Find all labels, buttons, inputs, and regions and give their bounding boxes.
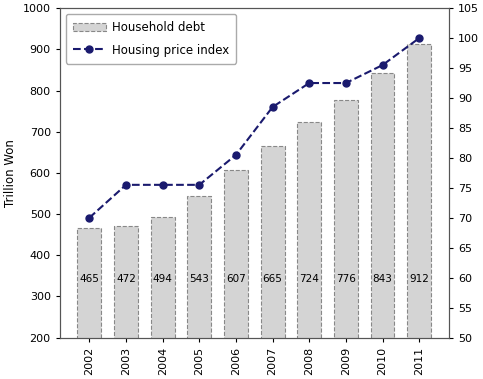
Text: 665: 665 (263, 274, 283, 284)
Bar (298, 122, 321, 379)
Legend: Household debt, Housing price index: Household debt, Housing price index (66, 14, 236, 64)
Bar (151, 216, 174, 379)
Text: 843: 843 (372, 274, 393, 284)
Bar (370, 73, 395, 379)
Text: 912: 912 (409, 274, 429, 284)
Bar (261, 146, 284, 379)
Text: 724: 724 (299, 274, 319, 284)
Text: 494: 494 (153, 274, 172, 284)
Bar (187, 196, 211, 379)
Text: 543: 543 (189, 274, 209, 284)
Text: 776: 776 (336, 274, 356, 284)
Bar (114, 226, 138, 379)
Bar (407, 44, 431, 379)
Bar (77, 229, 101, 379)
Bar (334, 100, 358, 379)
Text: 465: 465 (79, 274, 99, 284)
Y-axis label: Trillion Won: Trillion Won (4, 139, 17, 207)
Text: 472: 472 (116, 274, 136, 284)
Bar (224, 170, 248, 379)
Text: 607: 607 (226, 274, 246, 284)
